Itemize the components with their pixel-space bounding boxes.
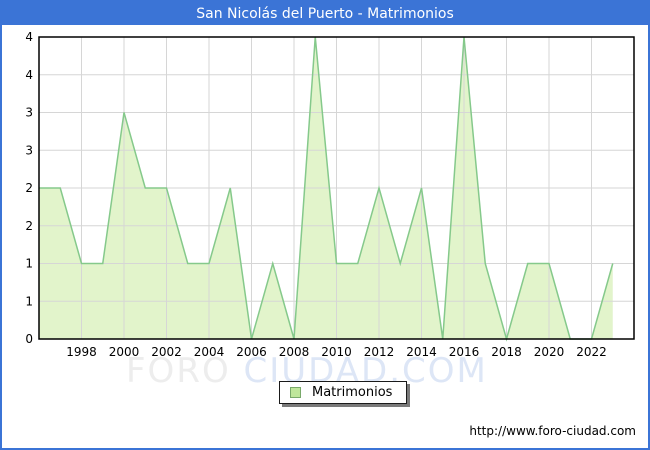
x-tick-label: 2016 [449, 345, 480, 359]
x-tick-label: 2018 [491, 345, 522, 359]
legend-swatch-icon [290, 387, 301, 398]
y-tick-label: 0 [25, 332, 33, 346]
y-tick-label: 2 [25, 181, 33, 195]
title-bar: San Nicolás del Puerto - Matrimonios [2, 2, 648, 25]
y-tick-label: 4 [25, 30, 33, 44]
x-tick-label: 2000 [109, 345, 140, 359]
y-tick-label: 1 [25, 294, 33, 308]
x-tick-label: 2014 [406, 345, 437, 359]
x-tick-label: 2006 [236, 345, 267, 359]
x-tick-label: 2010 [321, 345, 352, 359]
watermark-text-1: FORO [126, 351, 244, 391]
legend: Matrimonios [279, 381, 408, 404]
x-tick-label: 2012 [364, 345, 395, 359]
source-url: http://www.foro-ciudad.com [469, 424, 636, 438]
x-tick-label: 2002 [151, 345, 182, 359]
x-tick-label: 2008 [279, 345, 310, 359]
y-tick-label: 2 [25, 219, 33, 233]
y-tick-label: 1 [25, 257, 33, 271]
legend-label: Matrimonios [312, 385, 393, 400]
y-tick-label: 3 [25, 143, 33, 157]
x-tick-label: 2022 [576, 345, 607, 359]
watermark: FORO CIUDAD.COM [126, 351, 488, 391]
x-tick-label: 2004 [194, 345, 225, 359]
x-tick-label: 1998 [66, 345, 97, 359]
y-tick-label: 4 [25, 68, 33, 82]
y-tick-label: 3 [25, 106, 33, 120]
page-title: San Nicolás del Puerto - Matrimonios [196, 5, 454, 22]
series-line [39, 36, 614, 342]
x-tick-label: 2020 [534, 345, 565, 359]
plot-frame [38, 36, 635, 340]
